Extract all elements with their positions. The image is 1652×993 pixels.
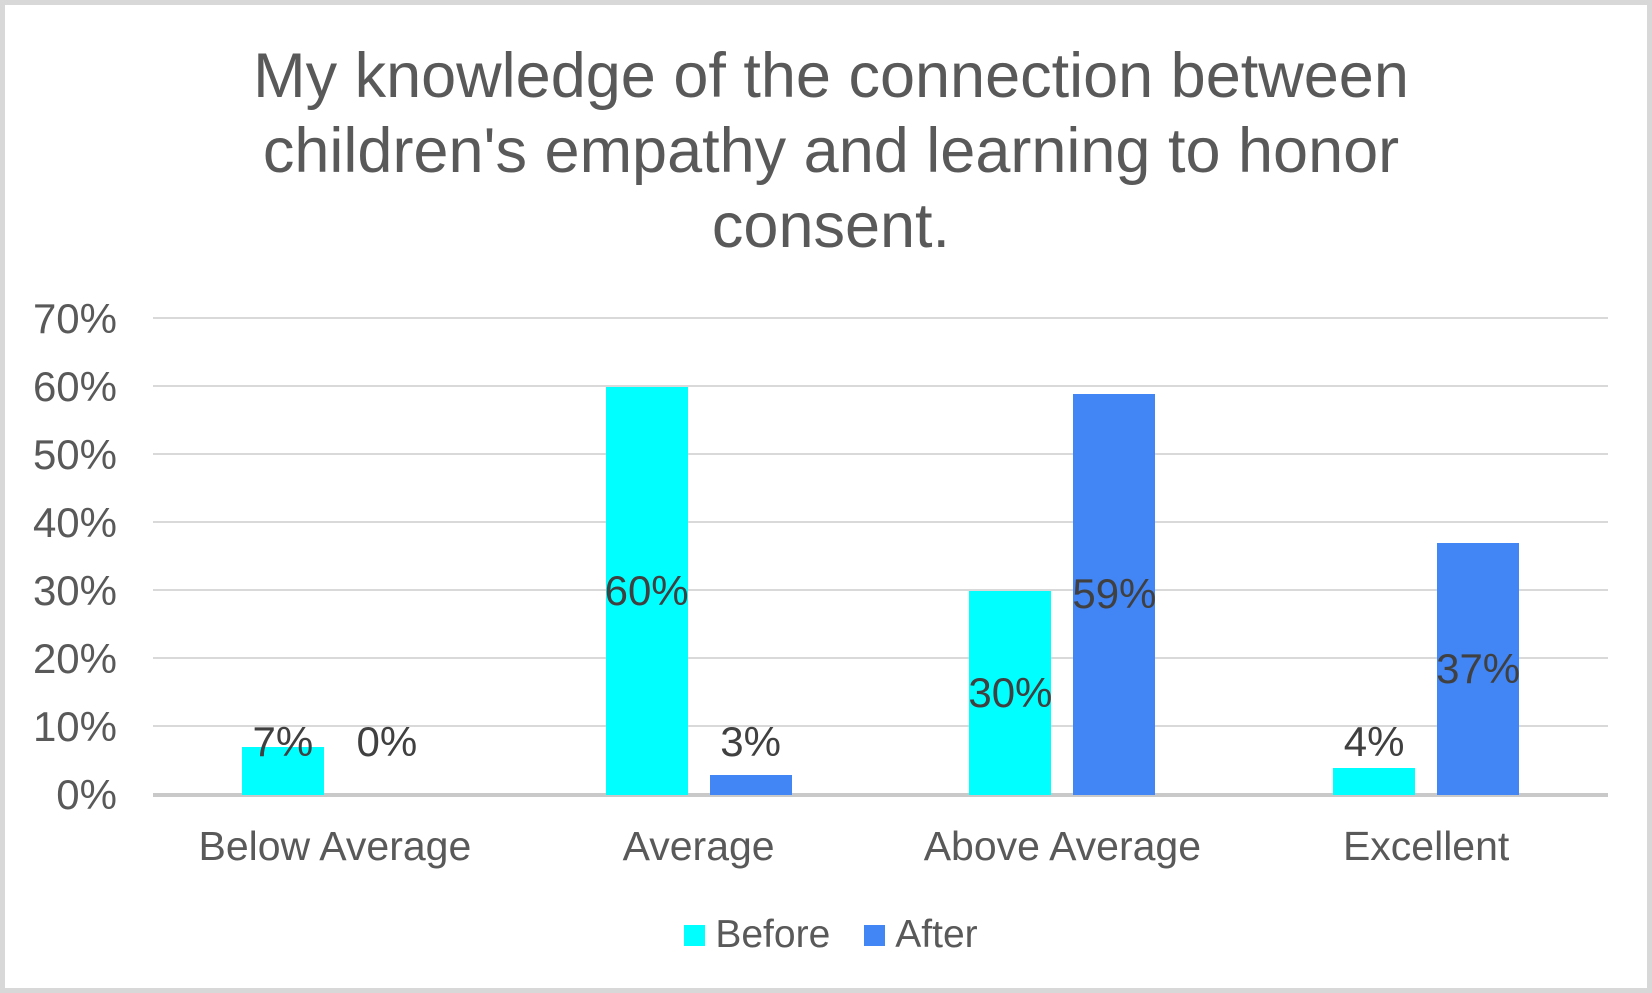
bar-value-label: 60%: [604, 567, 689, 614]
category-label: Above Average: [923, 823, 1202, 869]
bar-after-average: [709, 774, 792, 795]
y-tick-label: 20%: [32, 635, 117, 682]
legend: Before After: [5, 910, 1647, 960]
bar-value-label: 59%: [1072, 570, 1157, 618]
y-tick-label: 40%: [32, 499, 117, 546]
bar-value-label: 30%: [968, 669, 1053, 716]
category-label: Average: [622, 823, 775, 869]
bar-before-excellent: [1333, 767, 1416, 795]
x-axis-line: [153, 793, 1608, 797]
bar-after-above-average: [1073, 393, 1156, 795]
legend-label-after: After: [895, 913, 978, 956]
bar-before-above-average: [969, 591, 1052, 795]
gridline: [153, 657, 1608, 659]
y-tick-label: 50%: [32, 431, 117, 478]
y-axis: 0% 10% 20% 30% 40% 50% 60% 70%: [5, 5, 117, 988]
bar-value-label: 4%: [1343, 718, 1405, 765]
category-label: Excellent: [1342, 823, 1510, 869]
y-tick-label: 30%: [32, 567, 117, 614]
legend-swatch-before: [684, 924, 706, 946]
bar-before-below-average: [241, 747, 324, 795]
legend-label-before: Before: [715, 913, 831, 956]
legend-swatch-after: [864, 924, 886, 946]
legend-item-before: Before: [684, 913, 830, 957]
chart-title: My knowledge of the connection between c…: [253, 41, 1409, 261]
legend-item-after: After: [864, 913, 978, 957]
gridline: [153, 725, 1608, 727]
bar-value-label: 0%: [356, 718, 418, 765]
bar-value-label: 3%: [720, 718, 781, 765]
gridline: [153, 385, 1608, 387]
gridline: [153, 521, 1608, 523]
y-tick-label: 0%: [56, 771, 117, 818]
bar-value-label: 7%: [252, 718, 314, 765]
gridline: [153, 453, 1608, 455]
plot-area: 7% 0% 60% 3% 30% 59% 4% 37%: [153, 317, 1608, 797]
category-label: Below Average: [198, 823, 472, 869]
y-tick-label: 10%: [32, 703, 117, 750]
bar-after-excellent: [1437, 543, 1520, 795]
y-tick-label: 60%: [32, 363, 117, 410]
bar-before-average: [605, 387, 688, 795]
x-axis: Below Average Average Above Average Excelle…: [153, 821, 1608, 871]
y-tick-label: 70%: [32, 295, 117, 342]
bar-value-label: 37%: [1436, 645, 1521, 693]
gridline: [153, 589, 1608, 591]
gridline: [153, 317, 1608, 319]
